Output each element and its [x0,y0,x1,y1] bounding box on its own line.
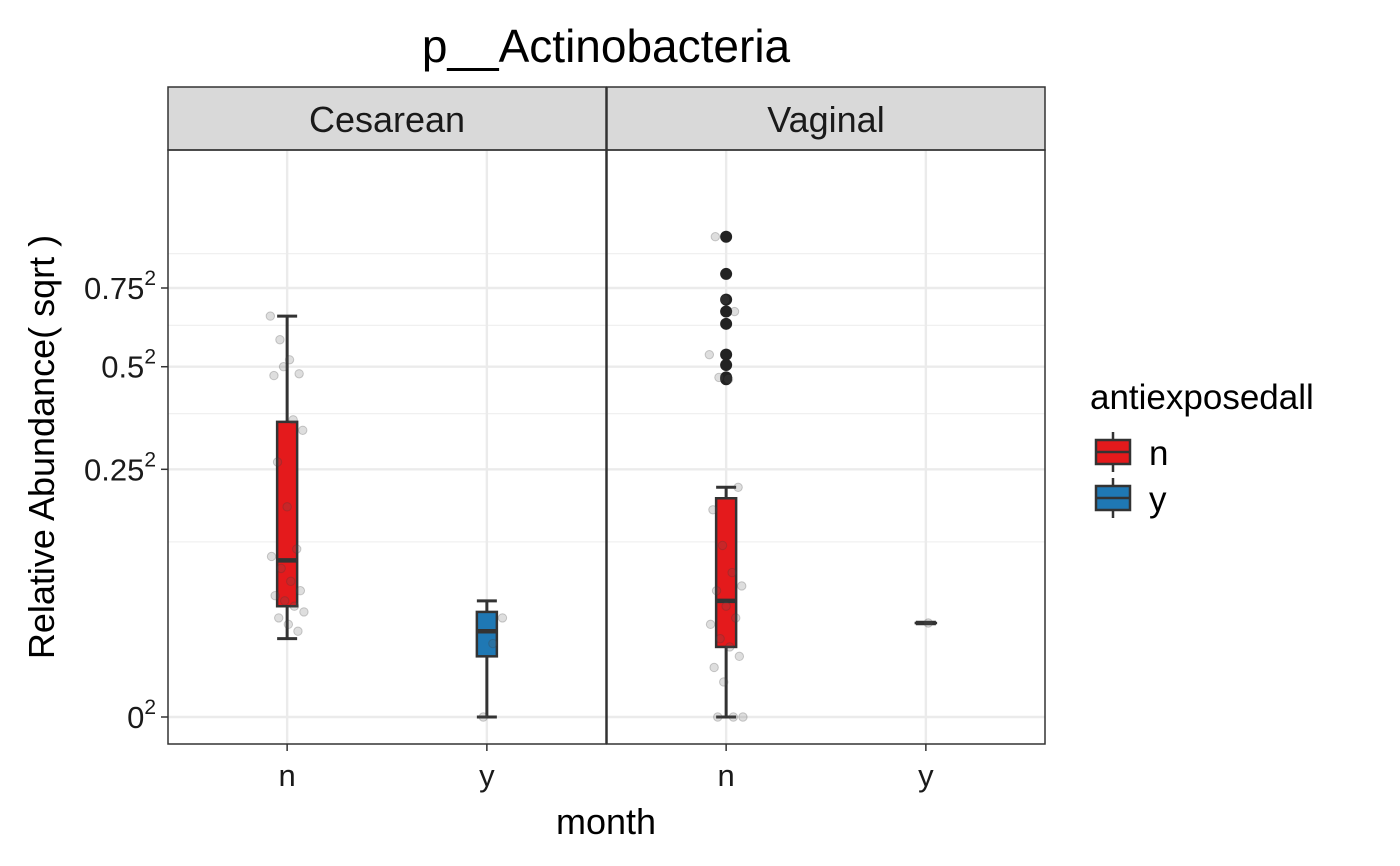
jitter-point [275,335,285,345]
jitter-point [293,626,303,636]
jitter-point [289,601,300,611]
legend-keys: ny [1094,432,1168,519]
box-n [704,230,748,722]
panel-background [607,150,1045,744]
jitter-point [298,425,308,435]
jitter-point [709,662,719,673]
jitter-point [497,613,508,623]
jitter-point [478,712,488,722]
jitter-point [272,457,283,467]
box-y [914,618,938,628]
outlier-point [720,305,733,318]
jitter-point [710,232,721,242]
x-tick-label: n [718,758,735,793]
chart-title: p__Actinobacteria [422,20,791,72]
jitter-point [708,505,718,515]
jitter-point [705,619,716,630]
jitter-point [713,712,723,722]
jitter-point [738,712,748,722]
panel-border [167,149,607,745]
outlier-point [720,317,733,330]
jitter-point [280,596,290,606]
jitter-point [704,349,715,360]
jitter-point [728,712,739,722]
jitter-point [721,601,731,611]
legend-key-n: n [1094,432,1168,473]
legend-label: y [1149,480,1167,519]
panel-border [606,149,1046,745]
x-axis-label: month [556,801,656,842]
outlier-point [720,293,733,306]
y-axis-ticks: 02 0.252 0.52 0.752 [84,267,168,735]
jitter-point [266,551,277,562]
y-axis-label: Relative Abundance( sqrt ) [21,235,62,659]
box-y [475,599,508,722]
box-body [714,497,738,649]
jitter-point [284,355,295,365]
y-tick-label: 0.252 [84,448,156,487]
jitter-point [288,415,298,425]
jitter-point [278,362,289,372]
jitter-point [731,613,741,623]
jitter-point [733,482,743,493]
jitter-point [923,618,933,628]
x-tick-label: y [479,758,495,793]
jitter-point [717,540,728,551]
jitter-point [299,607,309,617]
jitter-point [294,369,304,379]
legend-label: n [1149,434,1168,473]
facet-panels: Cesarean n y Vaginal n y [167,86,1046,793]
jitter-point [265,311,276,321]
jitter-point [734,651,745,662]
outlier-point [720,267,733,280]
jitter-point [719,677,729,687]
facet-label: Vaginal [767,99,884,140]
box-n [265,311,309,641]
legend-title: antiexposedall [1090,378,1314,417]
outlier-point [720,348,733,361]
jitter-point [276,563,286,574]
jitter-point [274,613,284,623]
jitter-point [723,374,734,384]
x-tick-label: y [918,758,934,793]
jitter-point [720,294,730,305]
jitter-point [711,586,722,596]
facet-label: Cesarean [309,99,465,140]
jitter-point [282,502,292,512]
jitter-point [488,638,498,649]
y-tick-label: 0.52 [101,346,156,385]
jitter-point [715,633,725,644]
jitter-point [729,306,740,317]
jitter-point [737,581,747,591]
outlier-point [720,373,733,386]
legend: antiexposedall ny [1090,378,1314,519]
facet-strip [167,86,607,151]
panel-background [168,150,606,744]
jitter-point [292,544,302,554]
jitter-point [270,590,280,601]
jitter-point [286,576,296,587]
jitter-point [283,619,294,630]
box-body [475,610,499,658]
jitter-point [725,642,735,652]
jitter-point [269,370,279,381]
facet-strip [606,86,1046,151]
legend-key-y: y [1094,478,1167,519]
jitter-point [295,586,306,596]
jitter-point [714,372,724,383]
facet-panel-vaginal: Vaginal n y [606,86,1046,793]
x-tick-label: n [279,758,296,793]
y-tick-label: 02 [127,696,156,735]
jitter-point [727,567,737,578]
outlier-point [720,230,733,243]
y-tick-label: 0.752 [84,267,156,306]
facet-panel-cesarean: Cesarean n y [167,86,607,793]
outlier-point [720,358,733,371]
